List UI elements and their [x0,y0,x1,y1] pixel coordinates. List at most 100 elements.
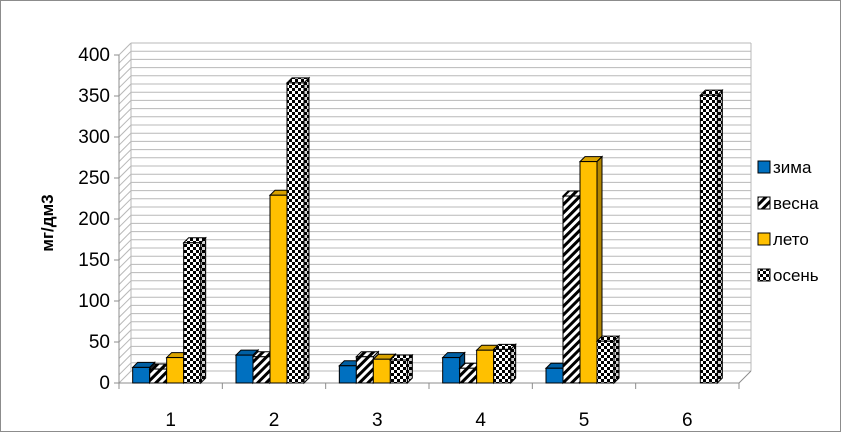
bar-лето-4 [476,349,495,384]
y-tick-label: 150 [78,250,110,271]
legend: зима весна лето осень [757,158,819,285]
x-tick-label: 5 [579,410,590,431]
legend-swatch-осень [757,268,771,282]
y-tick-label: 400 [78,45,110,66]
y-tick-label: 100 [78,291,110,312]
gridline-side [118,329,132,343]
y-tick-label: 350 [78,86,110,107]
bar-зима-3 [338,365,357,384]
gridline-side [118,157,132,171]
bar-весна-4 [459,367,478,384]
bar-весна-1 [149,368,168,384]
gridline-side [118,116,132,130]
legend-label: зима [773,158,812,177]
axes [114,54,752,389]
y-tick-label: 250 [78,168,110,189]
bar-лето-2 [269,194,288,384]
legend-swatch-лето [757,232,771,246]
bar-весна-3 [355,356,374,384]
gridline-side [118,182,132,195]
gridline-side [118,231,132,244]
gridline-side [118,362,132,376]
gridline-side [118,288,132,302]
gridline-side [118,247,132,261]
y-tick-label: 50 [89,332,110,353]
gridline-side [118,305,132,318]
gridline-side [118,239,132,253]
gridline-side [118,42,132,56]
gridline-side [118,321,132,335]
gridline-side [118,173,132,187]
bar-зима-4 [442,357,461,384]
bar-осень-4 [493,348,512,384]
bar-side-осень [510,343,517,385]
bar-зима-1 [132,366,151,384]
gridline-side [118,296,132,310]
legend-swatch-весна [757,196,771,210]
gridline-side [118,280,132,294]
gridline-side [118,67,132,80]
gridline-side [118,108,132,121]
bar-лето-5 [579,161,598,384]
gridline-side [118,124,132,138]
x-tick-label: 3 [372,410,383,431]
gridline-side [118,214,132,228]
bar-осень-6 [699,94,718,384]
gridline-side [118,223,132,236]
gridline-side [118,370,132,384]
gridline-side [118,132,132,146]
bar-лето-1 [166,357,185,384]
gridlines [118,42,752,384]
bar-side-осень [303,76,310,385]
legend-label: осень [773,266,819,285]
bar-зима-2 [235,354,254,384]
gridline-side [118,354,132,367]
gridline-side [118,206,132,220]
bar-весна-5 [562,195,581,384]
bar-осень-2 [286,82,305,384]
gridline-side [118,100,132,113]
x-tick-label: 1 [165,410,176,431]
gridline-side [118,149,132,162]
bar-зима-5 [545,367,564,384]
x-tick-label: 6 [682,410,693,431]
gridline-side [118,75,132,89]
gridline-side [118,264,132,277]
bar-side-осень [200,236,207,385]
gridline-side [118,91,132,105]
bar-side-осень [716,88,723,385]
bar-side-осень [406,353,413,385]
gridline-side [118,198,132,212]
y-axis-label: мг/дм3 [38,194,57,251]
y-tick-label: 200 [78,209,110,230]
gridline-side [118,165,132,179]
bars [131,76,724,385]
bar-весна-2 [252,356,271,384]
bar-осень-5 [596,340,615,384]
gridline-side [118,190,132,203]
bar-осень-3 [389,359,408,384]
x-tick-label: 2 [269,410,280,431]
bar-осень-1 [183,242,202,384]
legend-label: весна [773,194,819,213]
bar-лето-3 [372,358,391,384]
legend-label: лето [773,230,809,249]
bar-side-осень [613,334,620,385]
gridline-side [118,272,132,285]
tick-labels: 0 50 100 150 200 250 300 350 400 1 2 3 4 5 6 [78,45,692,431]
y-tick-label: 300 [78,127,110,148]
gridline-side [118,337,132,351]
floor-edge [738,370,752,384]
gridline-side [118,313,132,326]
gridline-side [118,83,132,97]
gridline-side [118,59,132,72]
gridline-side [118,50,132,64]
y-tick-label: 0 [99,373,110,394]
gridline-side [118,255,132,269]
legend-swatch-зима [757,160,771,174]
gridline-side [118,346,132,359]
x-tick-label: 4 [475,410,486,431]
gridline-side [118,141,132,154]
